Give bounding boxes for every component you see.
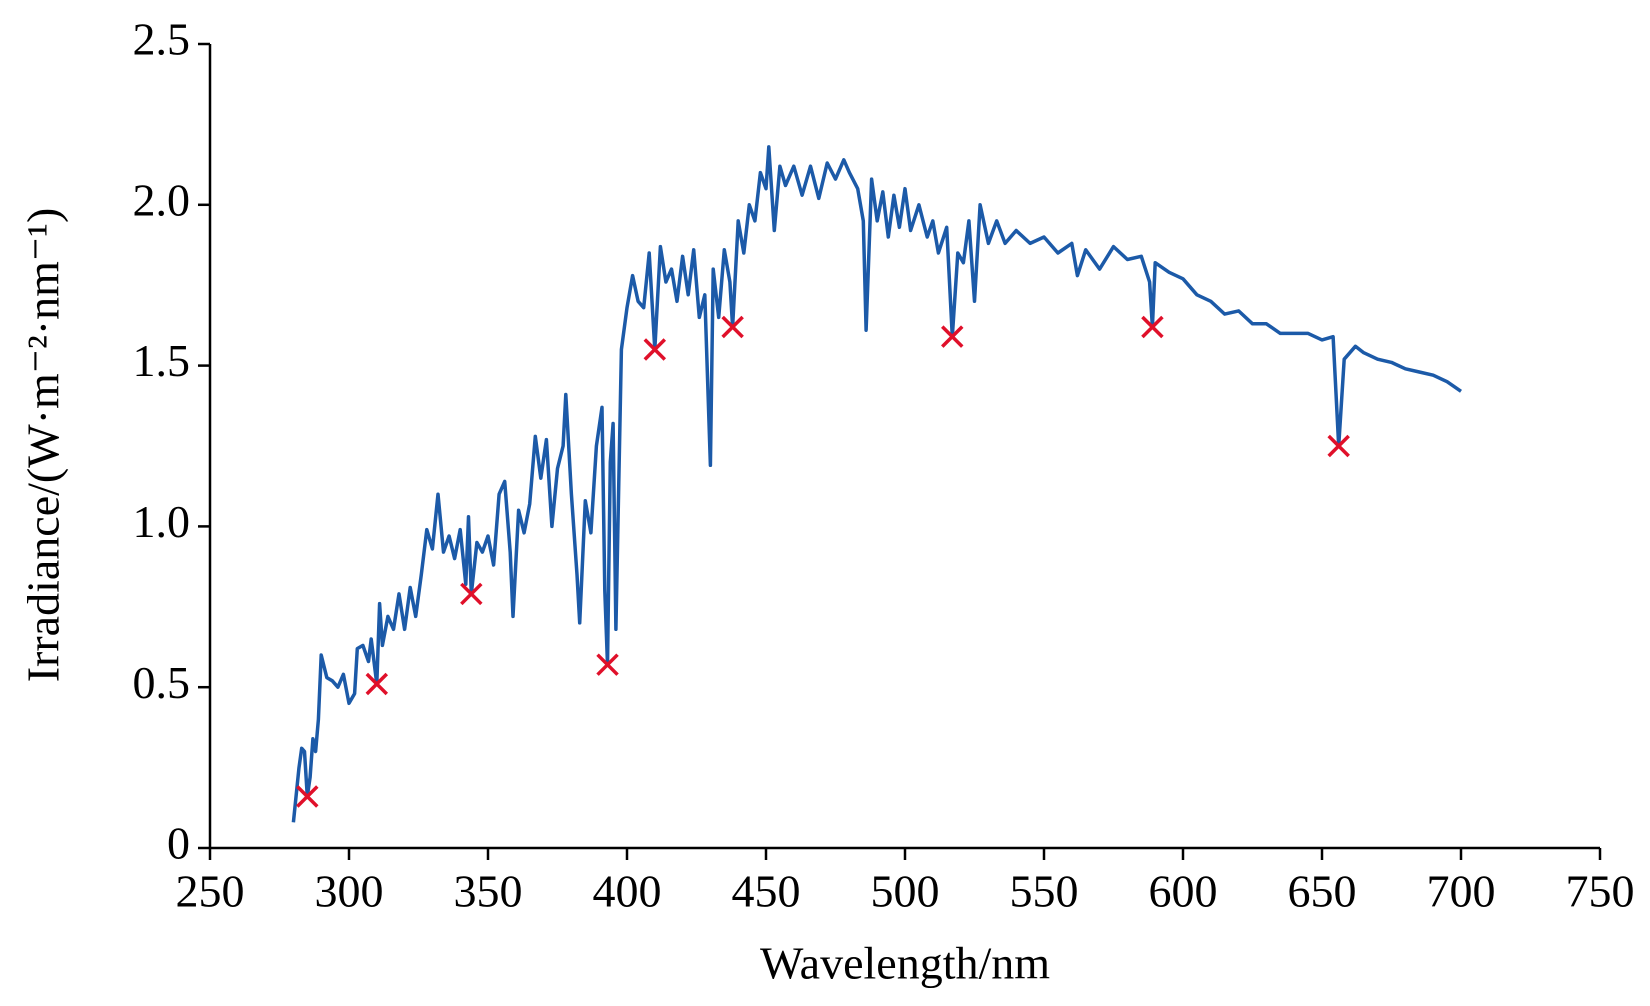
y-tick-label: 1.0 — [133, 496, 191, 547]
marker — [365, 672, 389, 696]
y-tick-label: 2.0 — [133, 174, 191, 225]
x-tick-label: 400 — [593, 866, 662, 917]
marker — [941, 325, 964, 348]
x-tick-label: 250 — [176, 866, 245, 917]
marker — [460, 582, 483, 606]
y-tick-label: 0 — [167, 818, 190, 869]
x-tick-label: 450 — [732, 866, 801, 917]
y-tick-label: 2.5 — [133, 14, 191, 65]
x-tick-label: 550 — [1010, 866, 1079, 917]
x-tick-label: 500 — [871, 866, 940, 917]
x-tick-label: 350 — [454, 866, 523, 917]
marker — [1141, 315, 1164, 339]
y-tick-label: 1.5 — [133, 335, 191, 386]
marker — [643, 338, 667, 361]
marker — [721, 315, 744, 339]
x-axis-label: Wavelength/nm — [760, 938, 1050, 989]
marker — [296, 785, 319, 808]
marker — [1327, 434, 1350, 458]
x-tick-label: 650 — [1288, 866, 1357, 917]
x-tick-label: 600 — [1149, 866, 1218, 917]
y-tick-label: 0.5 — [133, 657, 191, 708]
marker — [596, 653, 619, 676]
x-tick-label: 750 — [1566, 866, 1635, 917]
x-tick-label: 700 — [1427, 866, 1496, 917]
spectrum-line — [291, 145, 1462, 823]
y-axis-label: Irradiance/(W·m⁻²·nm⁻¹) — [18, 208, 69, 683]
x-tick-label: 300 — [315, 866, 384, 917]
